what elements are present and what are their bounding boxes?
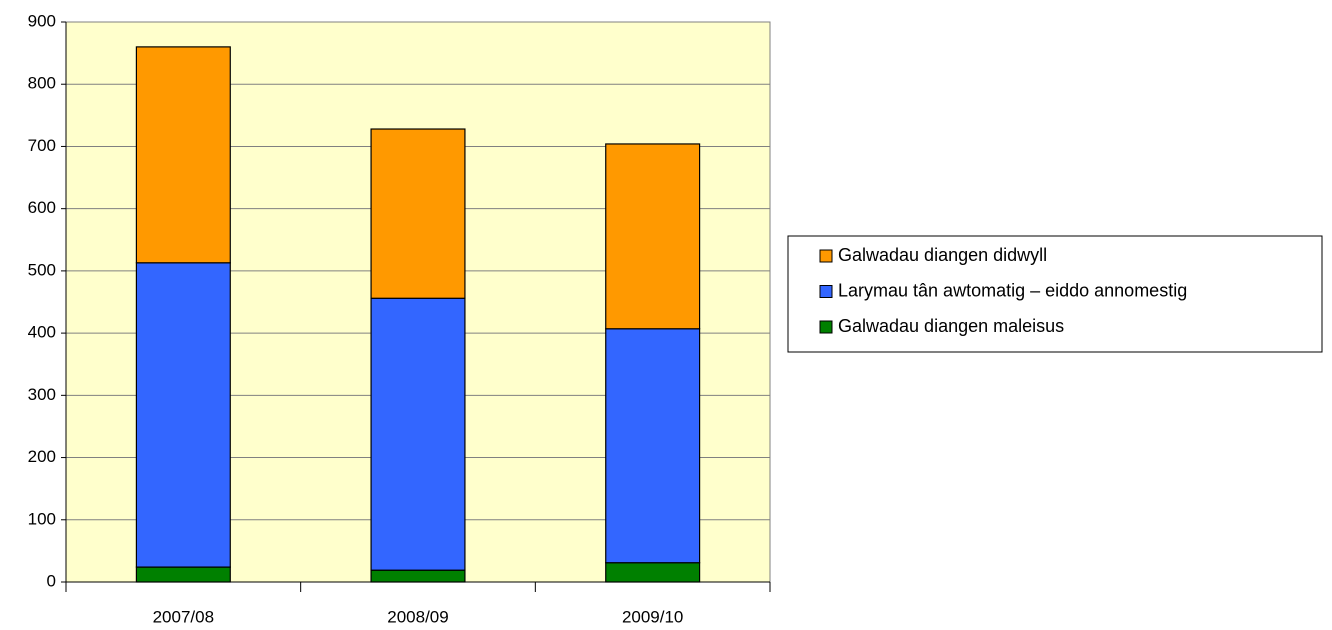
legend-swatch: [819, 285, 833, 298]
y-tick-label: 200: [28, 447, 56, 466]
bar-segment: [605, 562, 701, 583]
bar-segment: [370, 569, 466, 583]
y-tick-label: 800: [28, 74, 56, 93]
y-tick-label: 400: [28, 323, 56, 342]
y-tick-label: 500: [28, 260, 56, 279]
y-tick-label: 0: [47, 571, 56, 590]
legend-swatch: [819, 249, 833, 263]
legend-label: Galwadau diangen maleisus: [838, 316, 1064, 336]
y-tick-label: 600: [28, 198, 56, 217]
bar-segment: [605, 328, 701, 564]
bar-segment: [135, 262, 231, 568]
legend-label: Galwadau diangen didwyll: [838, 245, 1047, 265]
bar-segment: [605, 143, 701, 330]
legend: [787, 235, 1323, 353]
y-tick-label: 700: [28, 136, 56, 155]
legend-swatch: [819, 320, 833, 334]
x-tick-label: 2008/09: [387, 607, 448, 626]
bar-segment: [370, 128, 466, 299]
y-tick-label: 100: [28, 509, 56, 528]
bar-segment: [135, 46, 231, 264]
x-tick-label: 2007/08: [153, 607, 214, 626]
bar-segment: [135, 566, 231, 583]
x-tick-label: 2009/10: [622, 607, 683, 626]
y-tick-label: 900: [28, 11, 56, 30]
y-tick-label: 300: [28, 385, 56, 404]
legend-label: Larymau tân awtomatig – eiddo annomestig: [838, 280, 1187, 300]
bar-segment: [370, 297, 466, 571]
